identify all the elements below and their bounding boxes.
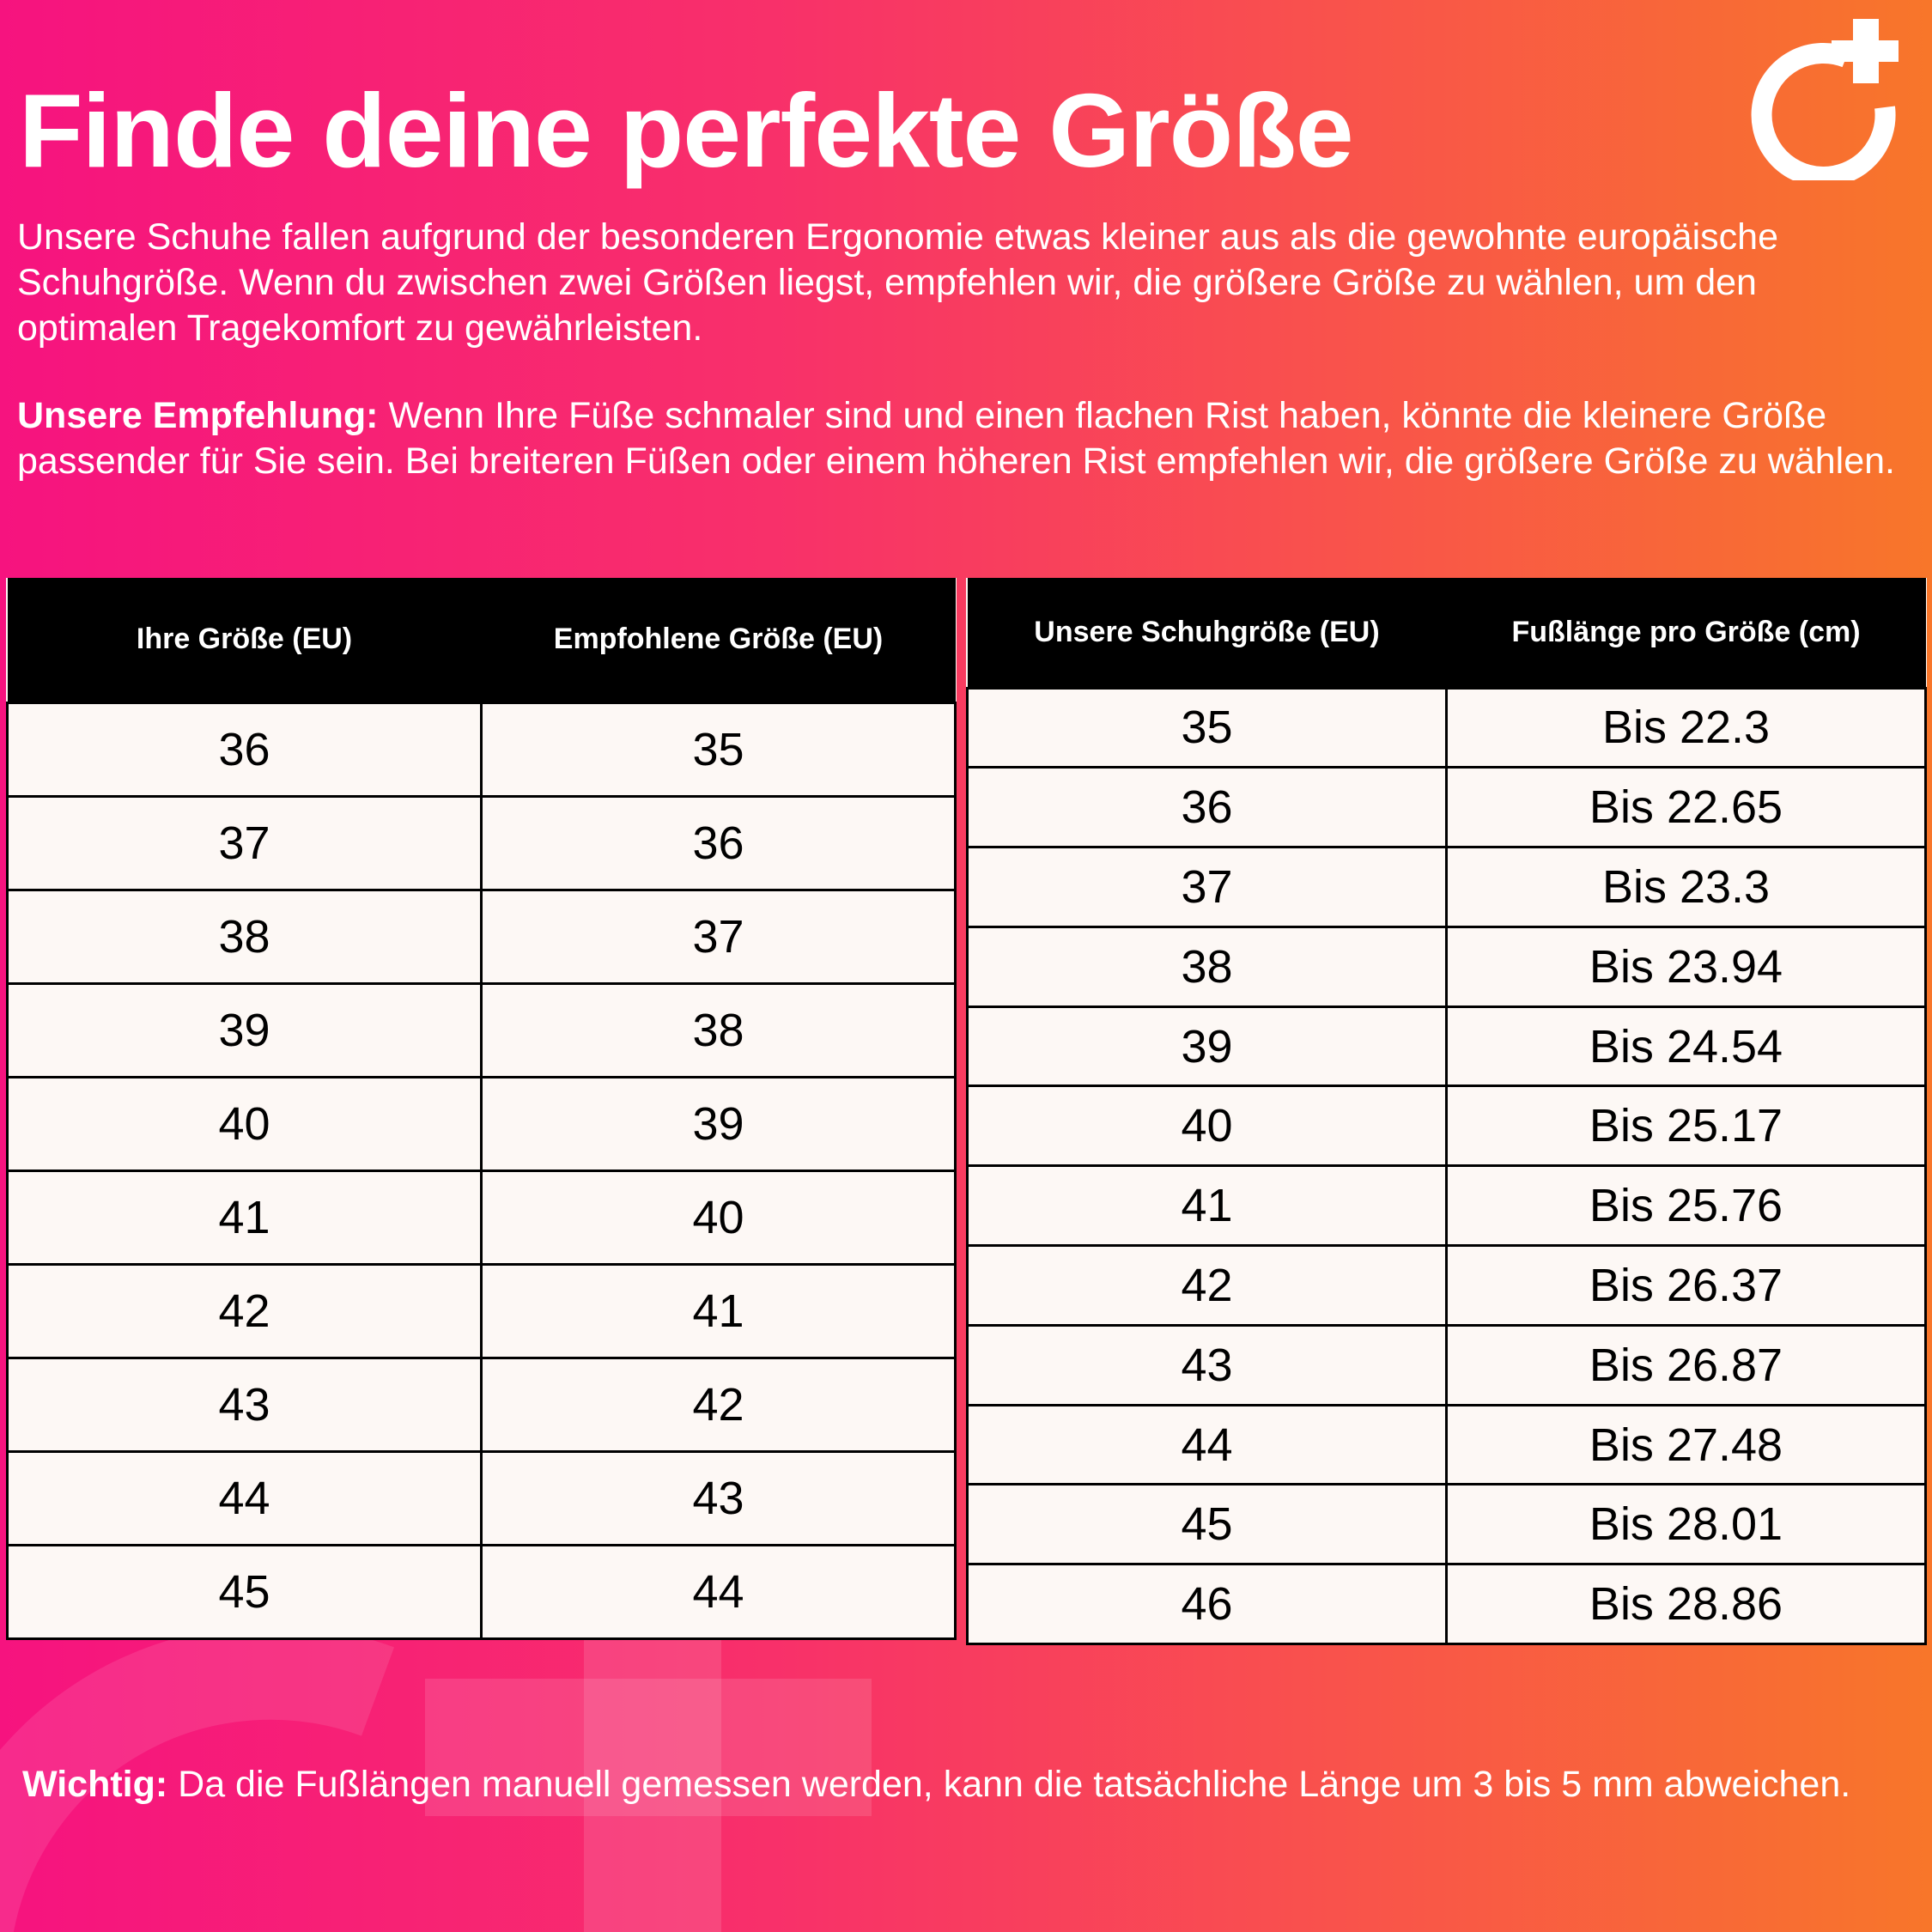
table-cell: 40	[6, 1075, 483, 1172]
table-cell: 38	[966, 925, 1448, 1008]
table-cell: 36	[480, 794, 957, 891]
table-cell: 35	[966, 686, 1448, 769]
header-recommended-size: Empfohlene Größe (EU)	[481, 578, 956, 702]
recommendation-label: Unsere Empfehlung:	[17, 395, 379, 436]
table-cell: Bis 25.17	[1445, 1084, 1927, 1168]
table-row: 41 Bis 25.76	[966, 1164, 1927, 1248]
circle-plus-logo-icon	[1751, 19, 1899, 180]
table-row: 45 44	[6, 1543, 957, 1640]
table-row: 40 39	[6, 1075, 957, 1172]
table-row: 45 Bis 28.01	[966, 1483, 1927, 1566]
recommendation-body: Wenn Ihre Füße schmaler sind und einen f…	[17, 395, 1895, 482]
table-cell: Bis 25.76	[1445, 1164, 1927, 1248]
table-cell: Bis 22.3	[1445, 686, 1927, 769]
intro-text: Unsere Schuhe fallen aufgrund der besond…	[17, 216, 1778, 349]
table-cell: 40	[966, 1084, 1448, 1168]
important-note: Wichtig: Da die Fußlängen manuell gemess…	[22, 1762, 1911, 1807]
table-cell: 45	[966, 1483, 1448, 1566]
watermark-ring-icon	[0, 1640, 394, 1932]
table-cell: 39	[6, 981, 483, 1078]
size-conversion-table: Ihre Größe (EU) Empfohlene Größe (EU) 36 3…	[6, 578, 957, 1640]
table-cell: 42	[966, 1244, 1448, 1327]
watermark-plus-vertical	[584, 1640, 721, 1932]
table-row: 42 Bis 26.37	[966, 1244, 1927, 1327]
table-cell: 38	[6, 888, 483, 985]
table-row: 44 43	[6, 1449, 957, 1546]
table-row: 40 Bis 25.17	[966, 1084, 1927, 1168]
table-cell: 37	[966, 846, 1448, 928]
header-foot-length: Fußlänge pro Größe (cm)	[1446, 578, 1926, 688]
table-cell: Bis 27.48	[1445, 1403, 1927, 1486]
header-our-size: Unsere Schuhgröße (EU)	[967, 578, 1447, 688]
table-cell: 41	[6, 1169, 483, 1266]
table-cell: 38	[480, 981, 957, 1078]
table-cell: 36	[6, 701, 483, 798]
table-cell: Bis 26.37	[1445, 1244, 1927, 1327]
table-cell: 35	[480, 701, 957, 798]
table-cell: Bis 23.94	[1445, 925, 1927, 1008]
table-row: 35 Bis 22.3	[966, 686, 1927, 769]
table-cell: 39	[480, 1075, 957, 1172]
table-row: 36 35	[6, 701, 957, 798]
recommendation-text: Unsere Empfehlung: Wenn Ihre Füße schmal…	[17, 393, 1906, 484]
table-cell: 39	[966, 1005, 1448, 1088]
table-row: 38 Bis 23.94	[966, 925, 1927, 1008]
table-row: 42 41	[6, 1262, 957, 1359]
table-cell: 43	[6, 1356, 483, 1453]
header-your-size: Ihre Größe (EU)	[7, 578, 482, 702]
table-cell: 36	[966, 766, 1448, 849]
table-row: 38 37	[6, 888, 957, 985]
table-cell: 37	[6, 794, 483, 891]
table-row: 46 Bis 28.86	[966, 1563, 1927, 1646]
table-cell: 44	[480, 1543, 957, 1640]
table-cell: 46	[966, 1563, 1448, 1646]
foot-length-table: Unsere Schuhgröße (EU) Fußlänge pro Größe…	[966, 578, 1927, 1646]
table-cell: Bis 28.01	[1445, 1483, 1927, 1566]
table-cell: 45	[6, 1543, 483, 1640]
table-cell: 40	[480, 1169, 957, 1266]
table-cell: 44	[966, 1403, 1448, 1486]
table-cell: Bis 22.65	[1445, 766, 1927, 849]
table-row: 43 Bis 26.87	[966, 1323, 1927, 1406]
page-title: Finde deine perfekte Größe	[19, 72, 1354, 189]
table-row: 44 Bis 27.48	[966, 1403, 1927, 1486]
table-cell: 43	[966, 1323, 1448, 1406]
table-cell: 43	[480, 1449, 957, 1546]
table-cell: 42	[6, 1262, 483, 1359]
table-cell: 42	[480, 1356, 957, 1453]
table-row: 37 Bis 23.3	[966, 846, 1927, 928]
table-cell: 37	[480, 888, 957, 985]
table-cell: 44	[6, 1449, 483, 1546]
note-label: Wichtig:	[22, 1764, 168, 1805]
table-row: 43 42	[6, 1356, 957, 1453]
watermark-plus-horizontal	[425, 1679, 872, 1816]
table-cell: Bis 26.87	[1445, 1323, 1927, 1406]
table-row: 36 Bis 22.65	[966, 766, 1927, 849]
table-row: 37 36	[6, 794, 957, 891]
table-cell: Bis 28.86	[1445, 1563, 1927, 1646]
table-row: 41 40	[6, 1169, 957, 1266]
table-cell: 41	[966, 1164, 1448, 1248]
table-cell: Bis 24.54	[1445, 1005, 1927, 1088]
table-cell: Bis 23.3	[1445, 846, 1927, 928]
table-row: 39 Bis 24.54	[966, 1005, 1927, 1088]
table-cell: 41	[480, 1262, 957, 1359]
note-body: Da die Fußlängen manuell gemessen werden…	[167, 1764, 1851, 1805]
table-row: 39 38	[6, 981, 957, 1078]
